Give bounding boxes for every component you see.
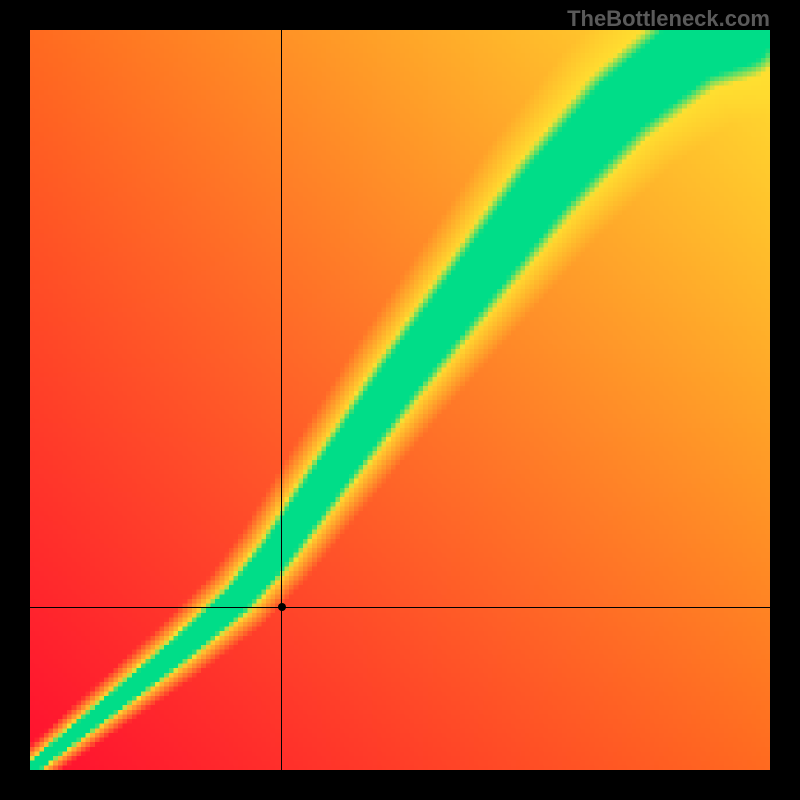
crosshair-vertical — [281, 30, 282, 770]
watermark-text: TheBottleneck.com — [567, 6, 770, 32]
marker-dot — [278, 603, 286, 611]
plot-area — [30, 30, 770, 770]
crosshair-horizontal — [30, 607, 770, 608]
heatmap-canvas — [30, 30, 770, 770]
chart-container: TheBottleneck.com — [0, 0, 800, 800]
